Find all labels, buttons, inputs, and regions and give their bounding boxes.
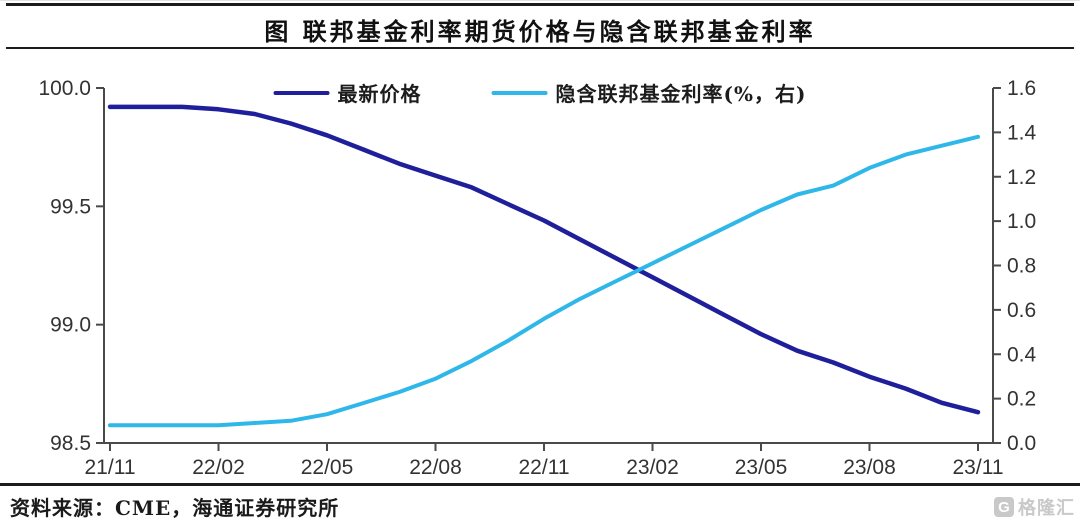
x-axis-label: 22/11	[519, 456, 570, 479]
y-left-axis-label: 98.5	[50, 432, 91, 455]
top-divider	[6, 3, 1074, 6]
y-right-axis-label: 1.6	[1007, 77, 1036, 100]
x-axis-label: 22/02	[192, 456, 245, 479]
legend-label-price: 最新价格	[337, 82, 422, 106]
gelonghui-brand-label: 格隆汇	[1018, 498, 1075, 518]
y-left-axis-label: 99.5	[50, 195, 91, 218]
implied-rate-line-swatch	[491, 90, 548, 95]
data-source-note: 资料来源：CME，海通证券研究所	[10, 496, 340, 520]
y-right-axis-label: 1.2	[1007, 166, 1036, 189]
y-right-axis-label: 0.6	[1007, 299, 1036, 322]
title-divider	[6, 47, 1074, 49]
x-axis-label: 22/08	[409, 456, 462, 479]
gelonghui-logo-icon: G	[994, 497, 1014, 517]
y-left-axis-label: 99.0	[50, 314, 91, 337]
y-right-axis-label: 0.2	[1007, 388, 1036, 411]
bottom-edge-line	[0, 0, 1080, 1]
legend-item-price: 最新价格	[273, 78, 422, 107]
axis-frame	[103, 88, 994, 444]
price-line	[107, 104, 981, 415]
y-right-axis-label: 0.8	[1007, 255, 1036, 278]
legend-label-implied-rate: 隐含联邦基金利率(%，右)	[555, 82, 807, 106]
footer-divider	[0, 483, 1080, 486]
y-right-axis-label: 0.0	[1007, 432, 1036, 455]
gelonghui-watermark: G 格隆汇	[994, 494, 1075, 520]
implied-rate-line	[108, 134, 980, 428]
page-title: 图 联邦基金利率期货价格与隐含联邦基金利率	[264, 17, 816, 46]
x-axis-label: 21/11	[85, 456, 136, 479]
price-line-swatch	[273, 90, 330, 95]
legend-item-implied-rate: 隐含联邦基金利率(%，右)	[491, 78, 807, 107]
x-axis-label: 23/02	[626, 456, 679, 479]
y-right-axis-label: 1.4	[1007, 121, 1037, 144]
x-axis-label: 23/05	[735, 456, 788, 479]
chart-legend: 最新价格 隐含联邦基金利率(%，右)	[273, 78, 807, 107]
x-axis-label: 23/11	[953, 456, 1004, 479]
y-right-axis-label: 1.0	[1007, 210, 1036, 233]
x-axis-label: 22/05	[301, 456, 354, 479]
x-axis-label: 23/08	[843, 456, 896, 479]
y-left-axis-label: 100.0	[38, 77, 91, 100]
y-right-axis-label: 0.4	[1007, 343, 1037, 366]
